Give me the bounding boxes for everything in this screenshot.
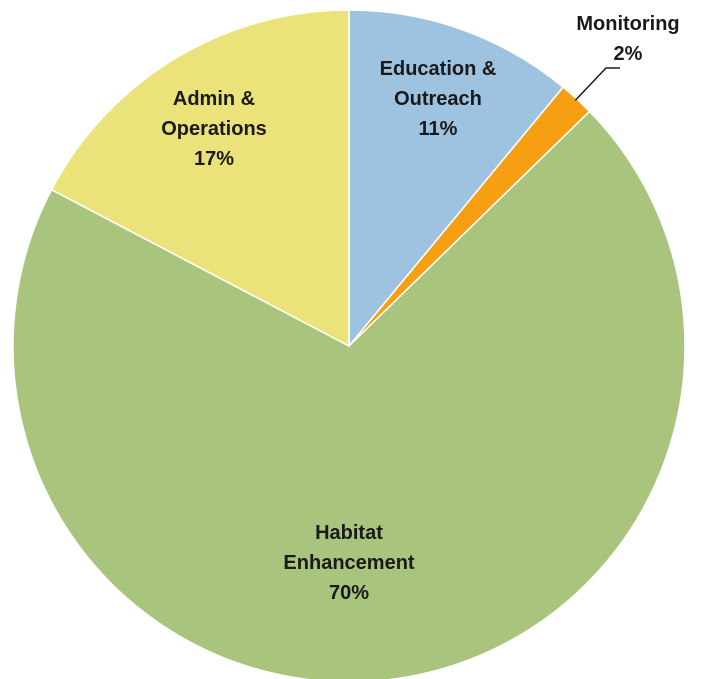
label-percent: 17% bbox=[194, 148, 234, 170]
label-name-line: Admin & bbox=[173, 88, 255, 110]
label-habitat-enhancement: Habitat Enhancement 70% bbox=[283, 522, 414, 604]
label-name-line: Habitat bbox=[315, 522, 383, 544]
label-percent: 70% bbox=[329, 582, 369, 604]
label-name-line: Enhancement bbox=[283, 552, 414, 574]
slice-education-and-outreach bbox=[348, 9, 565, 349]
label-percent: 11% bbox=[419, 118, 458, 140]
pie-slices bbox=[12, 9, 686, 679]
label-name-line: Outreach bbox=[394, 88, 482, 110]
leader-line-monitoring bbox=[574, 67, 620, 101]
slice-labels: Education & Outreach 11% Monitoring 2% Habita… bbox=[161, 13, 679, 604]
label-name-line: Education & bbox=[380, 58, 497, 80]
label-name-line: Operations bbox=[161, 118, 267, 140]
label-leaders bbox=[574, 67, 620, 101]
label-percent: 2% bbox=[614, 43, 643, 65]
slice-admin-and-operations bbox=[50, 9, 350, 348]
label-admin-and-operations: Admin & Operations 17% bbox=[161, 88, 267, 170]
label-education-and-outreach: Education & Outreach 11% bbox=[380, 58, 497, 140]
label-name-line: Monitoring bbox=[576, 13, 679, 35]
slice-habitat-enhancement bbox=[12, 110, 686, 679]
label-monitoring: Monitoring 2% bbox=[576, 13, 679, 65]
